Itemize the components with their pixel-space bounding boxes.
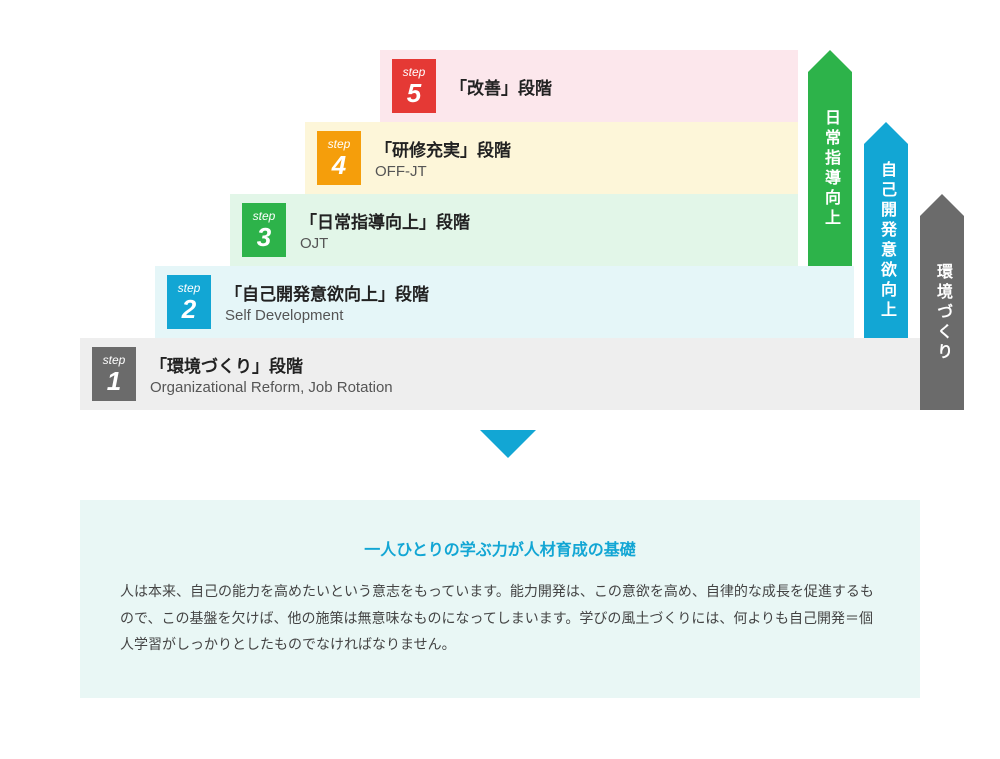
step-badge-1: step 1 <box>92 347 136 401</box>
step-badge-2: step 2 <box>167 275 211 329</box>
arrow-label: 自己開発意欲向上 <box>874 161 898 321</box>
step-text: 「改善」段階 <box>450 74 552 99</box>
step-pyramid: step 5 「改善」段階 step 4 「研修充実」段階 OFF-JT step 3 「日常指導… <box>80 50 920 410</box>
step-subtitle: OFF-JT <box>375 163 511 180</box>
step-badge-4: step 4 <box>317 131 361 185</box>
step-text: 「日常指導向上」段階 OJT <box>300 208 470 252</box>
arrow-head-icon <box>920 194 964 216</box>
step-title: 「環境づくり」段階 <box>150 352 393 377</box>
arrow-head-icon <box>808 50 852 72</box>
step-word: step <box>103 354 126 366</box>
step-word: step <box>328 138 351 150</box>
step-title: 「自己開発意欲向上」段階 <box>225 280 429 305</box>
up-arrow-1: 自己開発意欲向上 <box>864 144 908 338</box>
arrow-label: 環境づくり <box>930 263 954 363</box>
step-text: 「環境づくり」段階 Organizational Reform, Job Rota… <box>150 352 393 396</box>
step-word: step <box>178 282 201 294</box>
up-arrow-0: 日常指導向上 <box>808 72 852 266</box>
step-row-5: step 5 「改善」段階 <box>380 50 798 122</box>
arrow-body: 日常指導向上 <box>808 72 852 266</box>
step-row-3: step 3 「日常指導向上」段階 OJT <box>230 194 798 266</box>
step-subtitle: Self Development <box>225 307 429 324</box>
step-badge-3: step 3 <box>242 203 286 257</box>
step-title: 「研修充実」段階 <box>375 136 511 161</box>
step-word: step <box>253 210 276 222</box>
step-row-4: step 4 「研修充実」段階 OFF-JT <box>305 122 798 194</box>
step-title: 「改善」段階 <box>450 74 552 99</box>
arrow-body: 自己開発意欲向上 <box>864 144 908 338</box>
arrow-body: 環境づくり <box>920 216 964 410</box>
info-body: 人は本来、自己の能力を高めたいという意志をもっています。能力開発は、この意欲を高… <box>120 578 880 658</box>
step-number: 3 <box>257 224 271 250</box>
step-row-1: step 1 「環境づくり」段階 Organizational Reform, Job… <box>80 338 920 410</box>
up-arrow-2: 環境づくり <box>920 216 964 410</box>
arrow-head-icon <box>864 122 908 144</box>
step-text: 「自己開発意欲向上」段階 Self Development <box>225 280 429 324</box>
step-number: 2 <box>182 296 196 322</box>
step-badge-5: step 5 <box>392 59 436 113</box>
step-row-2: step 2 「自己開発意欲向上」段階 Self Development <box>155 266 854 338</box>
step-number: 4 <box>332 152 346 178</box>
info-title: 一人ひとりの学ぶ力が人材育成の基礎 <box>120 536 880 560</box>
step-subtitle: Organizational Reform, Job Rotation <box>150 379 393 396</box>
step-word: step <box>403 66 426 78</box>
arrow-label: 日常指導向上 <box>818 109 842 229</box>
step-number: 5 <box>407 80 421 106</box>
down-arrow-icon <box>480 430 536 458</box>
step-subtitle: OJT <box>300 235 470 252</box>
step-number: 1 <box>107 368 121 394</box>
step-title: 「日常指導向上」段階 <box>300 208 470 233</box>
step-text: 「研修充実」段階 OFF-JT <box>375 136 511 180</box>
info-panel: 一人ひとりの学ぶ力が人材育成の基礎 人は本来、自己の能力を高めたいという意志をも… <box>80 500 920 698</box>
